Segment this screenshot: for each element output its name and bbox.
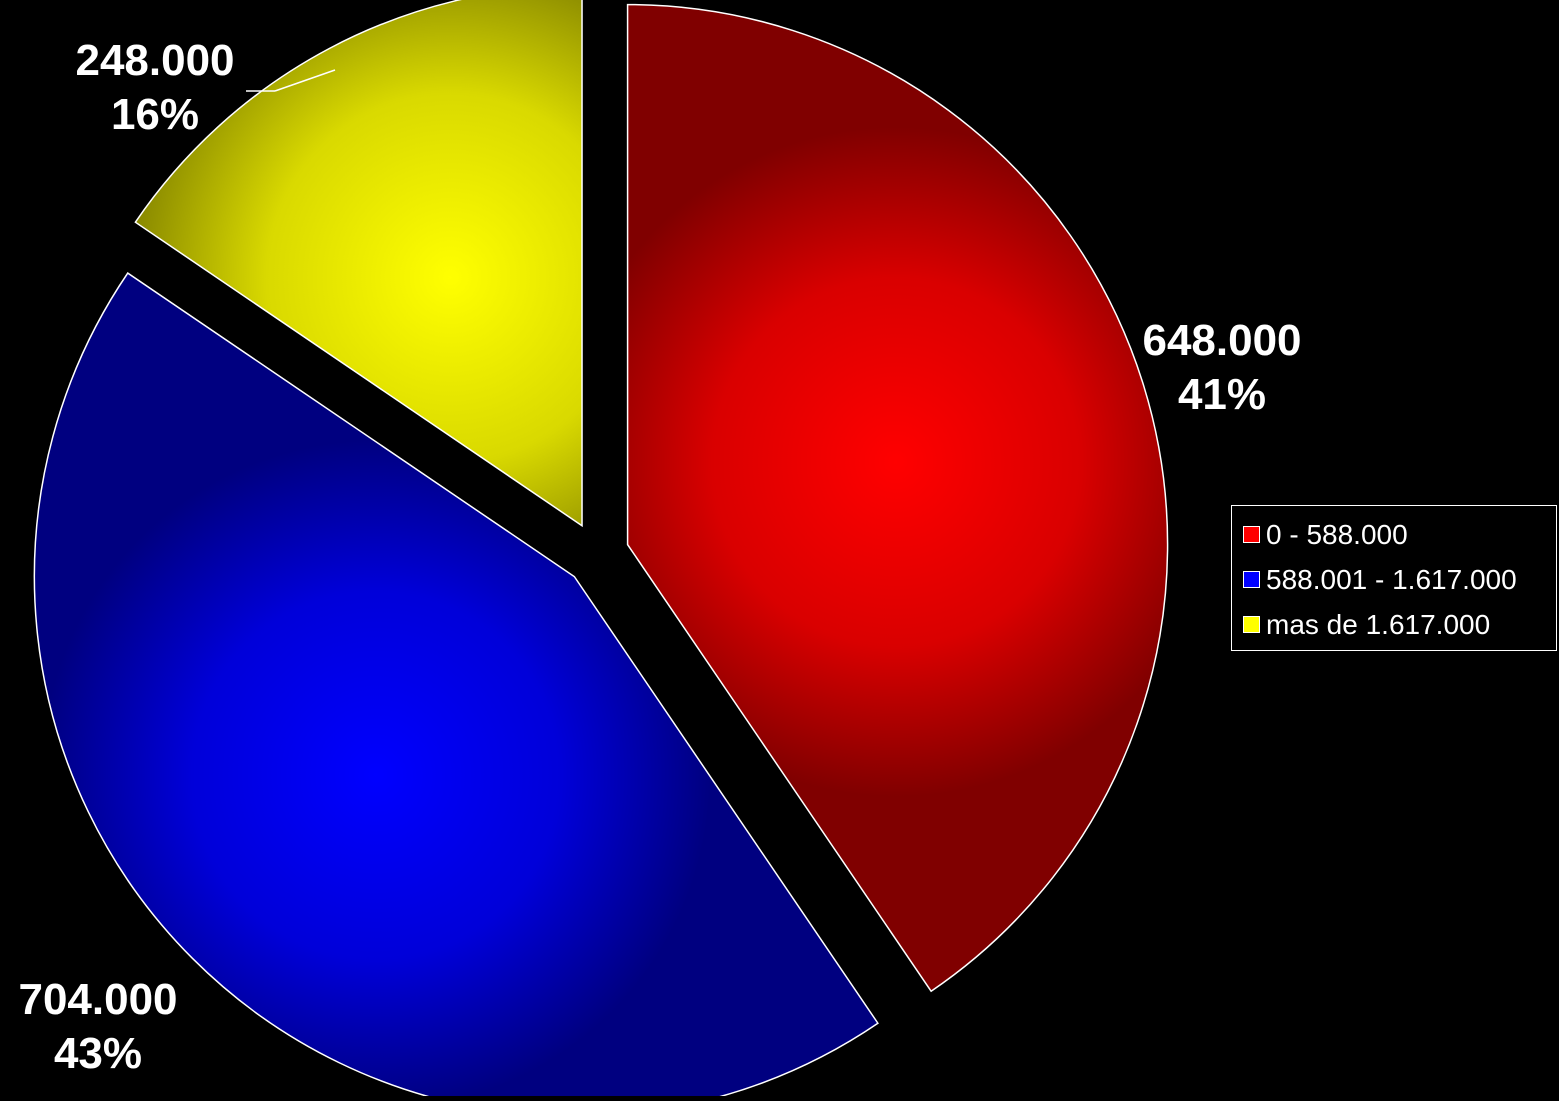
legend-swatch xyxy=(1243,571,1260,588)
slice-value-label: 248.000 xyxy=(75,36,235,85)
slice-value-label: 704.000 xyxy=(18,975,178,1024)
legend-label: mas de 1.617.000 xyxy=(1266,608,1491,640)
legend-label: 588.001 - 1.617.000 xyxy=(1266,563,1517,595)
slice-label-0-588000: 648.000 41% xyxy=(1102,314,1342,422)
legend-item: mas de 1.617.000 xyxy=(1232,602,1556,647)
chart-legend: 0 - 588.000 588.001 - 1.617.000 mas de 1… xyxy=(1231,505,1557,651)
slice-label-mas-de-1617000: 248.000 16% xyxy=(35,34,275,142)
pie-slice-0 xyxy=(626,3,1169,993)
pie-slices xyxy=(33,0,1169,1101)
slice-value-label: 648.000 xyxy=(1142,316,1302,365)
leader-line xyxy=(274,69,336,92)
pie-slice-2 xyxy=(134,0,583,528)
pie-slice-1 xyxy=(33,272,879,1101)
legend-item: 588.001 - 1.617.000 xyxy=(1232,557,1556,602)
legend-label: 0 - 588.000 xyxy=(1266,518,1408,550)
slice-percent-label: 43% xyxy=(53,1029,143,1078)
legend-swatch xyxy=(1243,526,1260,543)
legend-item: 0 - 588.000 xyxy=(1232,512,1556,557)
slice-percent-label: 16% xyxy=(110,90,200,139)
slice-percent-label: 41% xyxy=(1177,370,1267,419)
slice-label-588001-1617000: 704.000 43% xyxy=(0,973,218,1081)
legend-swatch xyxy=(1243,616,1260,633)
